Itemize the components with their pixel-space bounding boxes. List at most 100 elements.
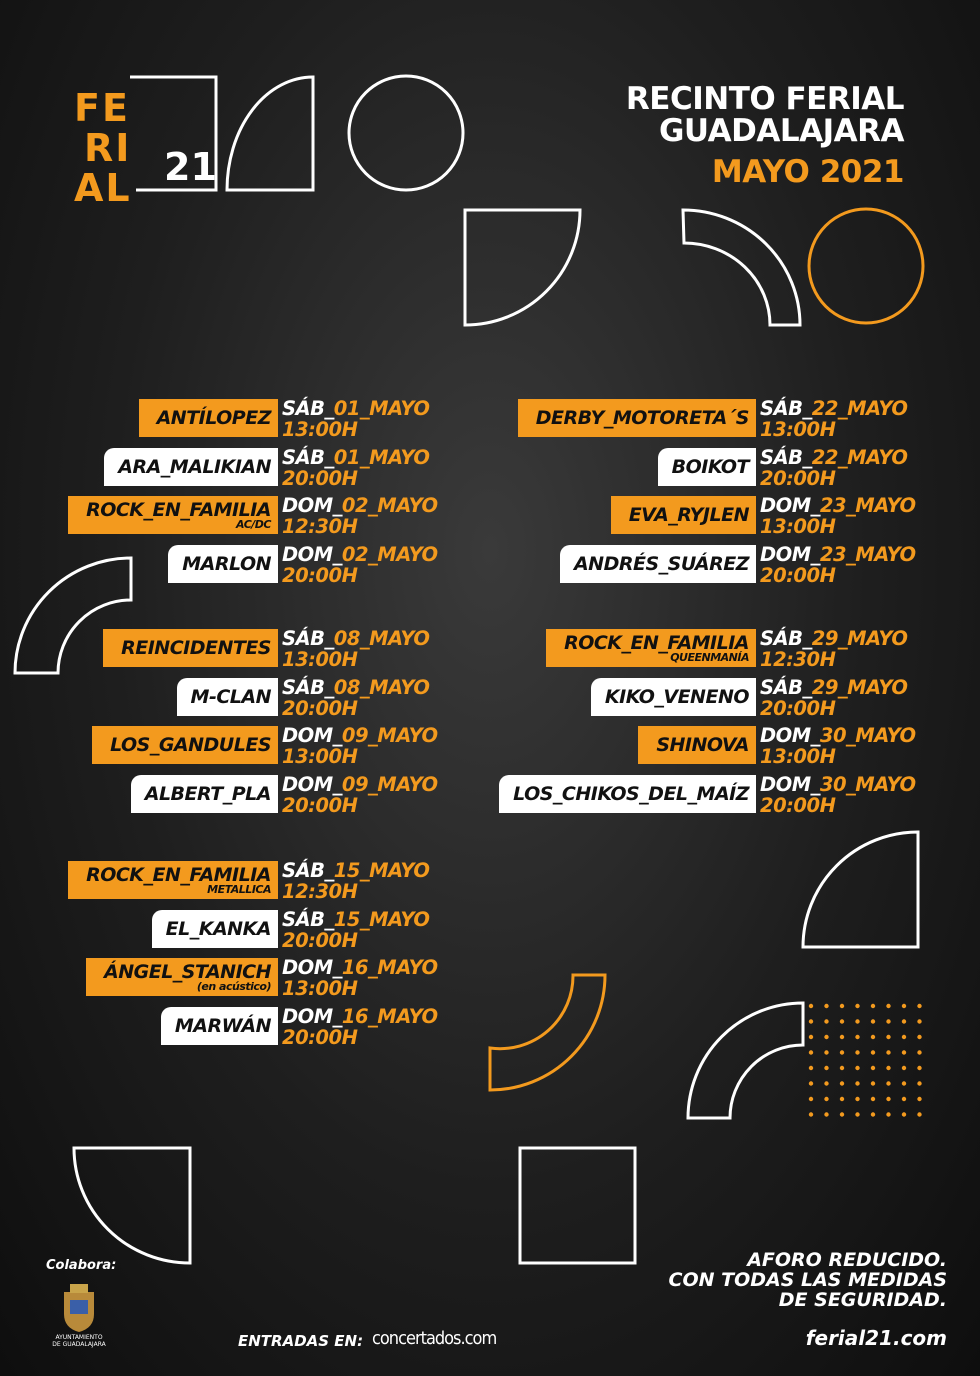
- event-time: SÁB_15_MAYO 20:00H: [282, 907, 430, 952]
- logo-line: RI: [84, 126, 132, 170]
- shape: [807, 207, 925, 325]
- date-line: SÁB_15_MAYO: [282, 859, 430, 882]
- artist: EVA_RYJLEN: [628, 504, 750, 526]
- time: 20:00H: [282, 563, 358, 587]
- day: DOM_: [760, 772, 820, 796]
- shape: [801, 830, 920, 949]
- shape: [72, 1146, 192, 1265]
- tickets-site[interactable]: concertados.com: [372, 1328, 497, 1349]
- artist-box: LOS_GANDULES: [92, 726, 278, 764]
- date: 08_MAYO: [333, 675, 430, 699]
- crest: [64, 1284, 94, 1332]
- artist: LOS_CHIKOS_DEL_MAÍZ: [513, 782, 749, 805]
- artist-note: (en acústico): [196, 980, 272, 993]
- notice-line: CON TODAS LAS MEDIDAS: [668, 1269, 948, 1291]
- artist-box: ALBERT_PLA: [130, 774, 278, 813]
- artist: ROCK_EN_FAMILIA: [86, 499, 271, 521]
- time: 20:00H: [282, 928, 358, 952]
- date-line: SÁB_29_MAYO: [760, 628, 908, 649]
- day: SÁB_: [760, 445, 812, 469]
- date-line: SÁB_29_MAYO: [760, 675, 908, 699]
- event: LOS_GANDULES DOM_09_MAYO 13:00H: [0, 725, 438, 767]
- day: SÁB_: [282, 675, 334, 699]
- event: MARLON DOM_02_MAYO 20:00H: [0, 544, 438, 586]
- artist: ARA_MALIKIAN: [118, 455, 271, 478]
- event: EL_KANKA SÁB_15_MAYO 20:00H: [0, 909, 430, 951]
- date-line: DOM_02_MAYO: [282, 544, 438, 565]
- date-line: DOM_23_MAYO: [760, 544, 916, 565]
- time: 20:00H: [760, 563, 836, 587]
- shape: [347, 74, 465, 192]
- event: DERBY_MOTORETA´S SÁB_22_MAYO 13:00H: [0, 398, 908, 440]
- sponsor: AYUNTAMIENTO DE GUADALAJARA: [44, 1334, 114, 1348]
- sponsor-line: DE GUADALAJARA: [52, 1341, 106, 1348]
- website[interactable]: ferial21.com: [805, 1326, 947, 1350]
- time: 12:30H: [760, 648, 836, 671]
- day: SÁB_: [282, 397, 334, 420]
- event-time: DOM_02_MAYO 20:00H: [282, 544, 438, 586]
- day: DOM_: [282, 772, 342, 796]
- time: 13:00H: [282, 977, 358, 1000]
- shape: [518, 1146, 637, 1265]
- date-line: DOM_23_MAYO: [760, 495, 916, 516]
- logo-line: AL: [74, 166, 132, 210]
- date: 15_MAYO: [333, 907, 430, 931]
- event-time: DOM_16_MAYO 13:00H: [282, 957, 438, 999]
- event-time: SÁB_08_MAYO 13:00H: [282, 628, 430, 671]
- event: ROCK_EN_FAMILIA QUEENMANÍA SÁB_29_MAYO 12:3…: [0, 628, 908, 670]
- artist: LOS_GANDULES: [110, 734, 271, 756]
- artist-box: EL_KANKA: [151, 909, 278, 948]
- month: MAYO 2021: [711, 154, 905, 190]
- artist: MARWÁN: [174, 1014, 272, 1037]
- venue-line: RECINTO FERIAL: [625, 81, 905, 117]
- artist-box: ANDRÉS_SUÁREZ: [559, 544, 756, 583]
- event-time: SÁB_01_MAYO 20:00H: [282, 445, 430, 490]
- shape: [686, 1001, 805, 1120]
- time: 20:00H: [282, 466, 358, 490]
- event: ARA_MALIKIAN SÁB_01_MAYO 20:00H: [0, 447, 430, 489]
- date-line: DOM_16_MAYO: [282, 1006, 438, 1027]
- artist-box: ANTÍLOPEZ: [138, 399, 278, 437]
- event: KIKO_VENENO SÁB_29_MAYO 20:00H: [0, 677, 908, 719]
- artist-box: MARWÁN: [160, 1006, 278, 1045]
- artist: BOIKOT: [671, 455, 750, 478]
- date-line: DOM_02_MAYO: [282, 495, 438, 516]
- day: SÁB_: [760, 675, 812, 699]
- date: 01_MAYO: [333, 397, 430, 420]
- date-line: DOM_30_MAYO: [760, 774, 916, 795]
- event-time: DOM_09_MAYO 13:00H: [282, 725, 438, 767]
- time: 13:00H: [282, 418, 358, 441]
- date: 22_MAYO: [811, 397, 908, 420]
- event: MARWÁN DOM_16_MAYO 20:00H: [0, 1006, 438, 1048]
- date: 16_MAYO: [341, 1004, 438, 1028]
- day: SÁB_: [760, 397, 812, 420]
- date: 22_MAYO: [811, 445, 908, 469]
- date-line: SÁB_22_MAYO: [760, 397, 908, 420]
- artist-box: DERBY_MOTORETA´S: [517, 399, 756, 437]
- time: 12:30H: [282, 515, 358, 538]
- date: 15_MAYO: [333, 859, 430, 882]
- date: 09_MAYO: [341, 724, 438, 747]
- event-time: SÁB_22_MAYO 13:00H: [760, 397, 908, 440]
- event-time: DOM_23_MAYO 13:00H: [760, 495, 916, 537]
- date: 16_MAYO: [341, 956, 438, 979]
- logo: FE RI AL: [74, 88, 132, 208]
- time: 20:00H: [282, 1025, 358, 1049]
- date: 30_MAYO: [819, 772, 916, 796]
- event: LOS_CHIKOS_DEL_MAÍZ DOM_30_MAYO 20:00H: [0, 774, 916, 816]
- time: 12:30H: [282, 880, 358, 903]
- time: 20:00H: [282, 696, 358, 720]
- time: 13:00H: [282, 648, 358, 671]
- event-time: SÁB_01_MAYO 13:00H: [282, 397, 430, 441]
- day: SÁB_: [282, 445, 334, 469]
- date-line: DOM_16_MAYO: [282, 957, 438, 978]
- day: DOM_: [282, 494, 342, 517]
- date-line: DOM_30_MAYO: [760, 725, 916, 746]
- time: 13:00H: [282, 745, 358, 768]
- time: 20:00H: [760, 793, 836, 817]
- event-time: DOM_09_MAYO 20:00H: [282, 774, 438, 816]
- artist-note: METALLICA: [207, 883, 271, 896]
- logo-year: 21: [164, 145, 217, 189]
